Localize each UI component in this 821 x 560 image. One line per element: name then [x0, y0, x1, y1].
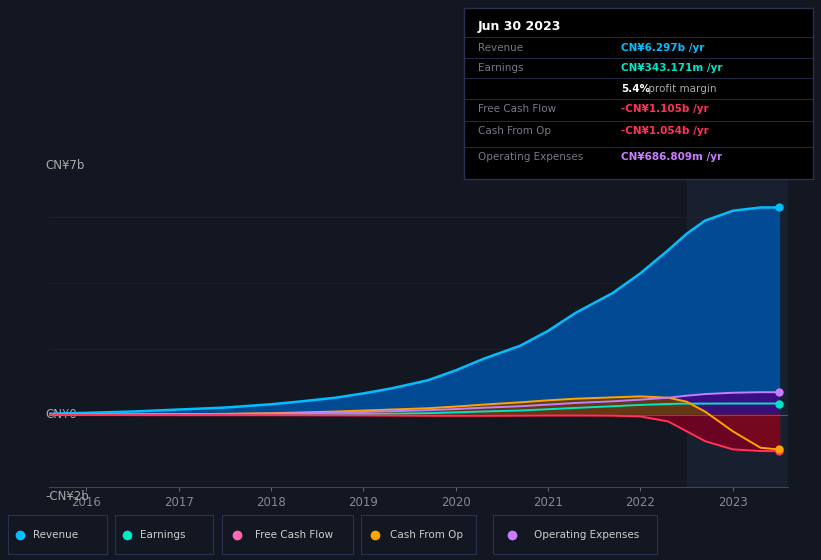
Text: 5.4%: 5.4%	[621, 83, 650, 94]
Text: -CN¥1.054b /yr: -CN¥1.054b /yr	[621, 126, 709, 136]
Text: CN¥686.809m /yr: CN¥686.809m /yr	[621, 152, 722, 162]
Text: Free Cash Flow: Free Cash Flow	[478, 104, 556, 114]
Text: CN¥6.297b /yr: CN¥6.297b /yr	[621, 43, 704, 53]
Text: Earnings: Earnings	[478, 63, 523, 73]
Text: Earnings: Earnings	[140, 530, 185, 540]
Text: CN¥7b: CN¥7b	[46, 158, 85, 172]
Text: Operating Expenses: Operating Expenses	[478, 152, 583, 162]
Text: Revenue: Revenue	[33, 530, 78, 540]
Text: Cash From Op: Cash From Op	[478, 126, 551, 136]
Text: profit margin: profit margin	[645, 83, 717, 94]
Text: CN¥343.171m /yr: CN¥343.171m /yr	[621, 63, 722, 73]
Text: Revenue: Revenue	[478, 43, 523, 53]
Bar	[686, 168, 788, 487]
Text: Free Cash Flow: Free Cash Flow	[255, 530, 333, 540]
Text: Cash From Op: Cash From Op	[390, 530, 463, 540]
Text: Jun 30 2023: Jun 30 2023	[478, 20, 562, 34]
Text: CN¥0: CN¥0	[46, 408, 77, 421]
Text: -CN¥2b: -CN¥2b	[46, 490, 89, 503]
Text: -CN¥1.105b /yr: -CN¥1.105b /yr	[621, 104, 709, 114]
Text: Operating Expenses: Operating Expenses	[534, 530, 639, 540]
